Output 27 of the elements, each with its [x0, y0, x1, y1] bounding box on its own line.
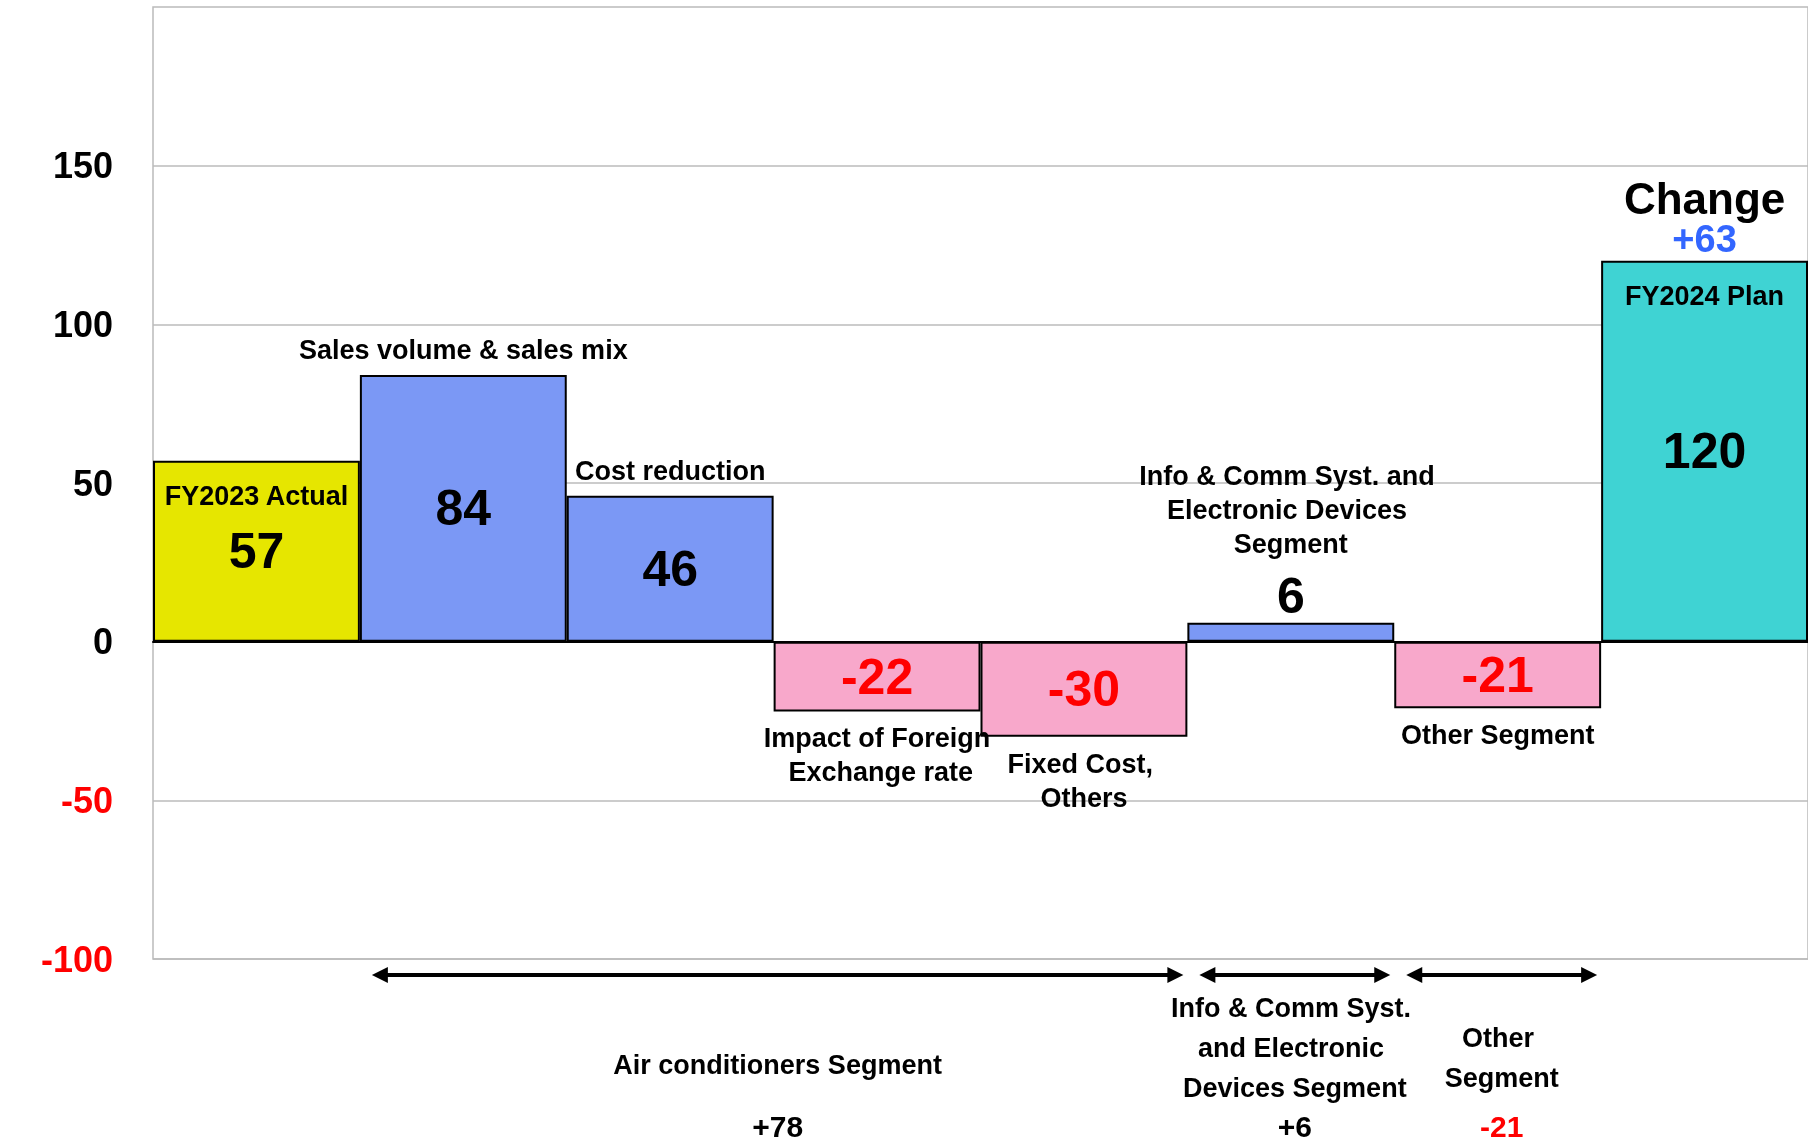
text: +78	[752, 1109, 804, 1142]
data-label: -22	[840, 648, 914, 705]
y-tick-label: 0	[92, 621, 113, 663]
y-tick-label: -50	[60, 779, 113, 821]
text: Other Segment	[1444, 1023, 1559, 1093]
x-tick-label: Cost reduction	[574, 455, 766, 486]
data-label: 6	[1276, 567, 1305, 624]
y-tick-label: 100	[52, 303, 113, 345]
y-tick-label: -100	[40, 938, 113, 980]
data-label: -30	[1047, 661, 1121, 718]
data-label: 120	[1662, 423, 1747, 480]
y-tick-label: 150	[52, 145, 113, 187]
x-tick-label: Sales volume & sales mix	[298, 335, 628, 366]
text: -21	[1480, 1109, 1524, 1142]
text: Info & Comm Syst. and Electronic Devices Segment	[1171, 993, 1419, 1103]
x-tick-label: Info & Comm Syst. and Electronic Devices Segment	[1139, 460, 1443, 559]
x-tick-label: FY2023 Actual	[164, 480, 349, 511]
x-tick-label: FY2024 Plan	[1625, 280, 1785, 311]
x-tick-label: Impact of Foreign Exchange rate	[763, 723, 991, 788]
data-label: 46	[642, 540, 698, 597]
text: +6	[1277, 1109, 1312, 1142]
x-tick-label: Fixed Cost, Others	[1007, 748, 1161, 813]
y-tick-label: 50	[72, 462, 113, 504]
data-label: 57	[228, 523, 285, 580]
data-label: -21	[1461, 646, 1534, 703]
data-label: 84	[435, 480, 492, 537]
text: Air conditioners Segment	[613, 1050, 942, 1080]
